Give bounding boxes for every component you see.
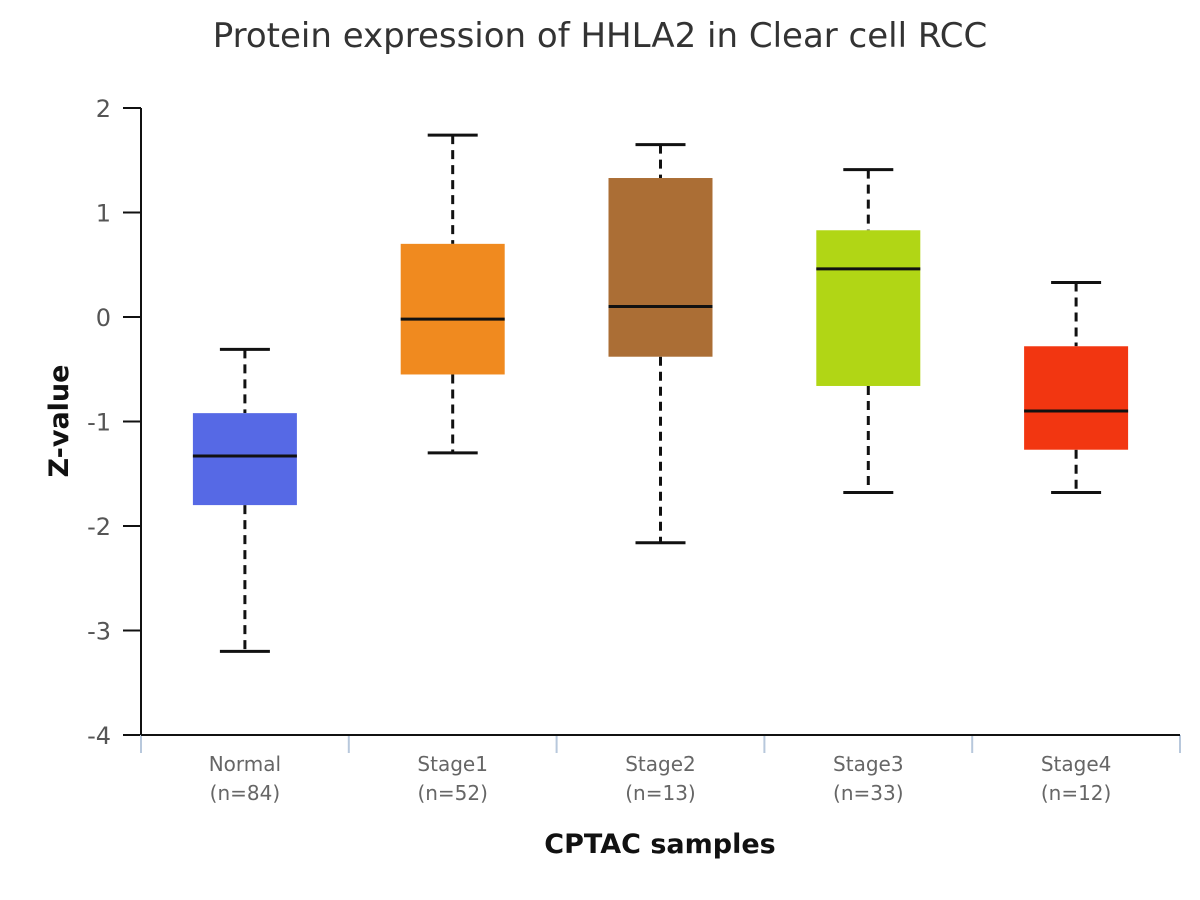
box-iqr [608,178,713,357]
x-tick-count: (n=52) [417,781,488,805]
box-iqr [400,243,505,375]
y-axis-ticks: 2 1 0 -1 -2 -3 -4 [87,95,141,750]
chart-title: Protein expression of HHLA2 in Clear cel… [213,16,988,56]
y-tick-label: -3 [87,618,111,646]
axis-lines [140,108,1180,736]
box-iqr [816,230,921,386]
box-stage3 [816,168,921,495]
y-tick-label: -2 [87,513,111,541]
x-tick-count: (n=84) [210,781,281,805]
box-iqr [1024,346,1129,450]
y-tick-label: 0 [96,304,111,332]
y-tick-label: 1 [96,200,111,228]
box-stage2 [608,143,713,545]
box-stage4 [1024,281,1129,495]
y-tick-label: -4 [87,722,111,750]
x-tick-count: (n=33) [833,781,904,805]
x-tick-label: Stage3 [833,752,904,776]
x-tick-label: Normal [209,752,281,776]
box-series [192,133,1129,653]
y-tick-label: 2 [96,95,111,123]
box-iqr [192,413,297,506]
x-axis-label: CPTAC samples [544,829,775,860]
x-tick-label: Stage4 [1041,752,1112,776]
y-tick-label: -1 [87,409,111,437]
box-normal [192,347,297,653]
x-tick-label: Stage1 [417,752,488,776]
x-tick-count: (n=13) [625,781,696,805]
x-tick-count: (n=12) [1041,781,1112,805]
x-tick-label: Stage2 [625,752,696,776]
y-axis-label: Z-value [44,365,75,478]
box-stage1 [400,133,505,455]
x-axis: Normal (n=84) Stage1 (n=52) Stage2 (n=13) Stag… [140,735,1181,805]
